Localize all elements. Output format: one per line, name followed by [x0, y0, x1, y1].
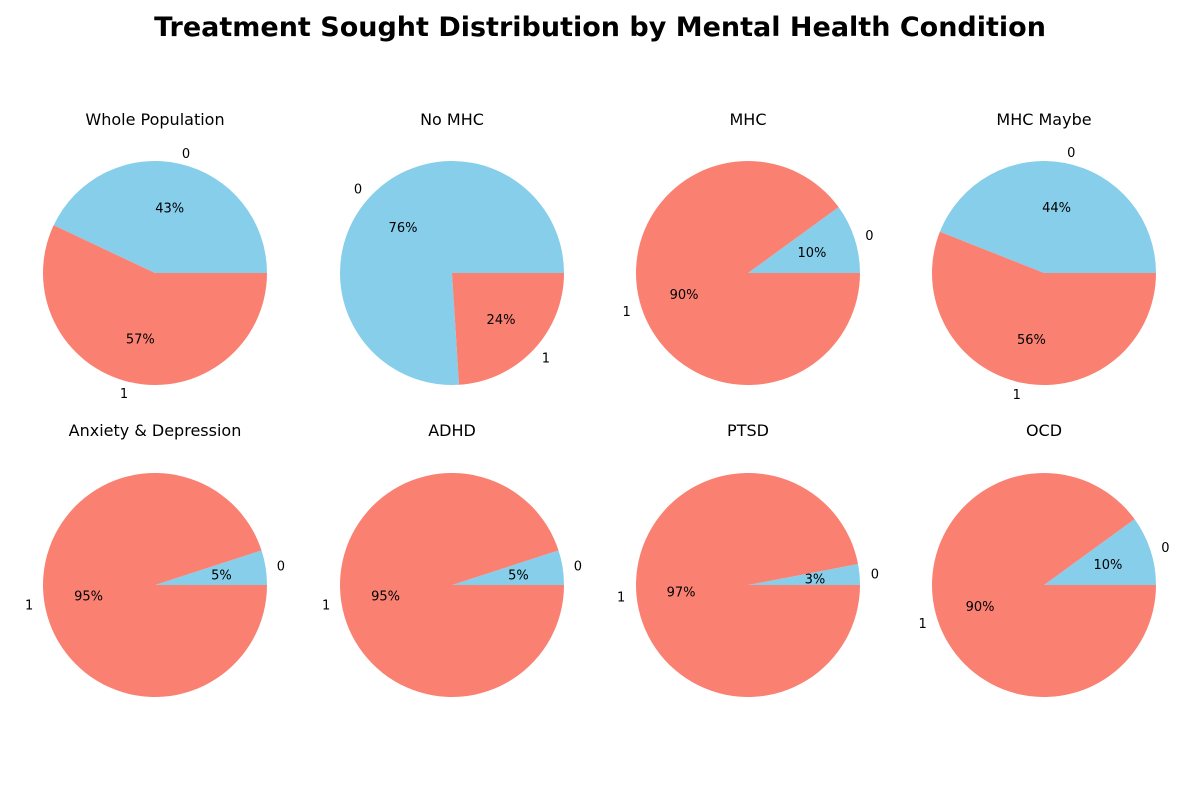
pie-slice-0	[155, 550, 267, 585]
pie-slice-1	[452, 273, 564, 385]
pie-slice-1	[43, 225, 268, 385]
pie-title: ADHD	[428, 421, 476, 440]
chart-title: Treatment Sought Distribution by Mental …	[154, 12, 1046, 43]
slice-label: 1	[617, 591, 625, 606]
percent-label: 24%	[487, 313, 516, 328]
slice-label: 0	[574, 560, 582, 575]
slice-label: 0	[1161, 541, 1169, 556]
pie-slice-1	[932, 473, 1156, 698]
percent-label: 90%	[670, 288, 699, 303]
slice-label: 0	[865, 229, 873, 244]
percent-label: 95%	[74, 590, 103, 605]
pie-5: Anxiety & Depression 0 5% 1 95%	[25, 421, 285, 697]
pie-title: MHC Maybe	[996, 110, 1091, 129]
percent-label: 76%	[389, 221, 418, 236]
percent-label: 97%	[667, 585, 696, 600]
slice-label: 1	[120, 387, 128, 402]
percent-label: 5%	[211, 569, 232, 584]
slice-label: 0	[871, 567, 879, 582]
pie-slice-0	[939, 161, 1156, 273]
pie-slice-1	[340, 472, 564, 697]
pie-title: Anxiety & Depression	[69, 421, 242, 440]
percent-label: 10%	[797, 246, 826, 261]
pie-8: OCD 0 10% 1 90%	[919, 421, 1169, 698]
slice-label: 1	[542, 351, 550, 366]
slice-label: 1	[1013, 388, 1021, 403]
pie-slice-0	[340, 161, 564, 386]
pie-title: PTSD	[727, 421, 769, 440]
percent-label: 57%	[126, 333, 155, 348]
slice-label: 1	[25, 598, 33, 613]
slice-label: 1	[322, 598, 330, 613]
slice-label: 0	[354, 183, 362, 198]
slice-label: 0	[277, 560, 285, 575]
pie-4: MHC Maybe 0 44% 1 56%	[932, 110, 1156, 403]
pie-slice-1	[932, 231, 1156, 386]
pie-title: MHC	[729, 110, 766, 129]
pie-slice-0	[452, 550, 564, 585]
slice-label: 0	[1067, 146, 1075, 161]
slice-label: 1	[623, 305, 631, 320]
pie-slice-1	[43, 472, 267, 697]
pie-6: ADHD 0 5% 1 95%	[322, 421, 582, 697]
pie-7: PTSD 0 3% 1 97%	[617, 421, 879, 697]
percent-label: 5%	[508, 569, 529, 584]
pie-slice-0	[1044, 519, 1156, 585]
percent-label: 44%	[1042, 201, 1071, 216]
pie-slice-1	[636, 161, 860, 386]
pie-slice-0	[748, 207, 860, 273]
percent-label: 90%	[966, 600, 995, 615]
pie-title: Whole Population	[85, 110, 224, 129]
percent-label: 10%	[1093, 558, 1122, 573]
pie-slice-0	[53, 160, 267, 273]
pie-1: Whole Population 0 43% 1 57%	[43, 110, 268, 402]
pie-slice-0	[748, 564, 860, 585]
pie-title: OCD	[1026, 421, 1062, 440]
pie-2: No MHC 0 76% 1 24%	[340, 110, 564, 386]
percent-label: 56%	[1017, 333, 1046, 348]
slice-label: 1	[919, 617, 927, 632]
percent-label: 43%	[155, 201, 184, 216]
slice-label: 0	[182, 147, 190, 162]
pie-slice-1	[636, 472, 860, 697]
percent-label: 95%	[371, 590, 400, 605]
percent-label: 3%	[805, 573, 826, 588]
pie-title: No MHC	[420, 110, 484, 129]
pie-3: MHC 0 10% 1 90%	[623, 110, 873, 386]
